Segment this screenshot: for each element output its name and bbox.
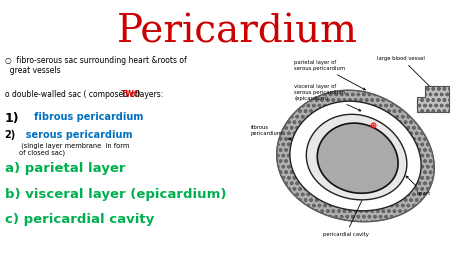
Polygon shape <box>290 101 421 211</box>
Text: TWO: TWO <box>121 90 141 99</box>
Polygon shape <box>317 123 398 193</box>
Text: b) visceral layer (epicardium): b) visceral layer (epicardium) <box>5 188 226 201</box>
Text: (single layer membrane  in form
of closed sac): (single layer membrane in form of closed… <box>19 142 129 156</box>
Text: pericardial cavity: pericardial cavity <box>323 194 369 237</box>
Text: 2): 2) <box>5 130 16 140</box>
Text: c) pericardial cavity: c) pericardial cavity <box>5 213 154 226</box>
Text: 1): 1) <box>5 112 19 125</box>
Text: serous pericardium: serous pericardium <box>19 130 132 140</box>
Text: fibrous
pericardium: fibrous pericardium <box>251 126 291 140</box>
Polygon shape <box>306 114 407 200</box>
Text: parietal layer of
serous pericardium: parietal layer of serous pericardium <box>294 60 365 90</box>
Text: fibrous pericardium: fibrous pericardium <box>24 112 143 122</box>
Text: visceral layer of
serous pericardium
(epicardium): visceral layer of serous pericardium (ep… <box>294 84 361 111</box>
Text: o double-walled sac ( composed of: o double-walled sac ( composed of <box>5 90 140 99</box>
Polygon shape <box>417 86 449 112</box>
Text: ○  fibro-serous sac surrounding heart &roots of
  great vessels: ○ fibro-serous sac surrounding heart &ro… <box>5 56 186 75</box>
Text: a) parietal layer: a) parietal layer <box>5 162 125 175</box>
Text: layers:: layers: <box>135 90 163 99</box>
Polygon shape <box>277 90 434 222</box>
Text: Pericardium: Pericardium <box>117 13 357 50</box>
Text: heart: heart <box>406 176 431 196</box>
Text: large blood vessel: large blood vessel <box>377 56 438 94</box>
